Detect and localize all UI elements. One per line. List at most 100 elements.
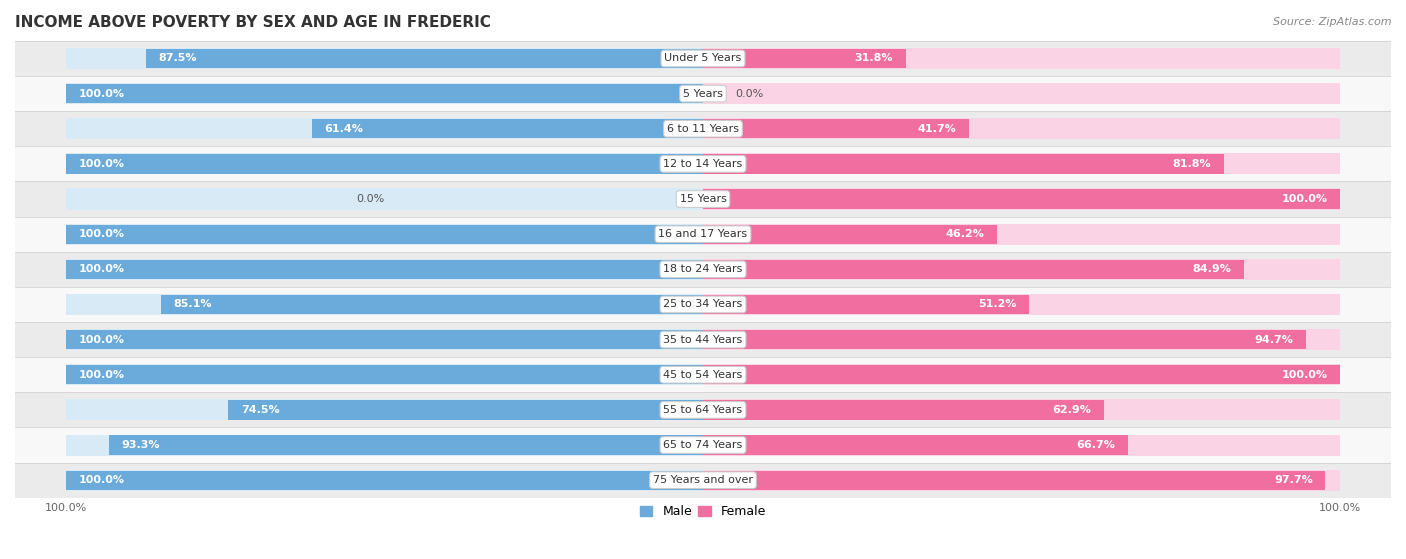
Bar xyxy=(703,260,1244,279)
Bar xyxy=(703,153,1340,174)
Text: 74.5%: 74.5% xyxy=(242,405,280,415)
Text: 5 Years: 5 Years xyxy=(683,89,723,98)
Text: 100.0%: 100.0% xyxy=(79,159,125,169)
Bar xyxy=(703,48,1340,69)
Bar xyxy=(66,399,703,420)
Text: 25 to 34 Years: 25 to 34 Years xyxy=(664,300,742,310)
Text: Source: ZipAtlas.com: Source: ZipAtlas.com xyxy=(1274,17,1392,27)
Text: 6 to 11 Years: 6 to 11 Years xyxy=(666,124,740,134)
Bar xyxy=(228,400,703,420)
Text: 65 to 74 Years: 65 to 74 Years xyxy=(664,440,742,450)
Bar xyxy=(703,329,1340,350)
Text: 16 and 17 Years: 16 and 17 Years xyxy=(658,229,748,239)
Bar xyxy=(703,365,1340,385)
Bar xyxy=(146,49,703,68)
Bar xyxy=(66,470,703,491)
Bar xyxy=(15,322,1391,357)
Bar xyxy=(703,435,1128,454)
Text: 41.7%: 41.7% xyxy=(917,124,956,134)
Text: 55 to 64 Years: 55 to 64 Years xyxy=(664,405,742,415)
Text: 97.7%: 97.7% xyxy=(1274,475,1313,485)
Bar xyxy=(160,295,703,314)
Text: 100.0%: 100.0% xyxy=(79,264,125,274)
Bar xyxy=(15,287,1391,322)
Text: 0.0%: 0.0% xyxy=(735,89,763,98)
Text: 0.0%: 0.0% xyxy=(356,194,384,204)
Bar xyxy=(703,119,969,139)
Bar xyxy=(703,154,1225,173)
Bar xyxy=(703,225,997,244)
Text: 94.7%: 94.7% xyxy=(1254,335,1294,344)
Text: 51.2%: 51.2% xyxy=(979,300,1017,310)
Text: 100.0%: 100.0% xyxy=(1281,194,1327,204)
Bar xyxy=(703,83,1340,104)
Bar xyxy=(66,259,703,280)
Bar xyxy=(66,188,703,210)
Legend: Male, Female: Male, Female xyxy=(636,500,770,523)
Text: INCOME ABOVE POVERTY BY SEX AND AGE IN FREDERIC: INCOME ABOVE POVERTY BY SEX AND AGE IN F… xyxy=(15,15,491,30)
Text: 15 Years: 15 Years xyxy=(679,194,727,204)
Text: Under 5 Years: Under 5 Years xyxy=(665,54,741,64)
Bar xyxy=(66,329,703,350)
Bar xyxy=(703,330,1306,349)
Text: 100.0%: 100.0% xyxy=(79,229,125,239)
Bar xyxy=(66,365,703,385)
Bar xyxy=(66,84,703,103)
Bar xyxy=(703,188,1340,210)
Text: 61.4%: 61.4% xyxy=(325,124,364,134)
Bar xyxy=(66,48,703,69)
Bar xyxy=(703,364,1340,385)
Bar xyxy=(703,190,1340,209)
Text: 100.0%: 100.0% xyxy=(79,475,125,485)
Bar xyxy=(15,76,1391,111)
Bar xyxy=(66,225,703,244)
Text: 100.0%: 100.0% xyxy=(79,335,125,344)
Bar xyxy=(15,182,1391,216)
Text: 31.8%: 31.8% xyxy=(855,54,893,64)
Bar xyxy=(312,119,703,139)
Text: 66.7%: 66.7% xyxy=(1076,440,1115,450)
Bar xyxy=(15,111,1391,146)
Bar xyxy=(703,259,1340,280)
Text: 93.3%: 93.3% xyxy=(121,440,160,450)
Bar xyxy=(703,399,1340,420)
Text: 46.2%: 46.2% xyxy=(946,229,984,239)
Bar xyxy=(703,434,1340,456)
Bar xyxy=(703,49,905,68)
Bar xyxy=(15,428,1391,463)
Bar xyxy=(66,330,703,349)
Text: 84.9%: 84.9% xyxy=(1192,264,1232,274)
Bar xyxy=(66,153,703,174)
Bar xyxy=(66,154,703,173)
Text: 35 to 44 Years: 35 to 44 Years xyxy=(664,335,742,344)
Bar xyxy=(703,294,1340,315)
Text: 85.1%: 85.1% xyxy=(173,300,212,310)
Bar xyxy=(15,41,1391,76)
Text: 100.0%: 100.0% xyxy=(79,369,125,380)
Bar xyxy=(66,364,703,385)
Bar xyxy=(15,146,1391,182)
Bar xyxy=(15,216,1391,252)
Text: 45 to 54 Years: 45 to 54 Years xyxy=(664,369,742,380)
Bar xyxy=(703,224,1340,245)
Bar xyxy=(703,470,1340,491)
Bar xyxy=(15,357,1391,392)
Bar xyxy=(703,471,1326,490)
Bar xyxy=(703,400,1104,420)
Text: 81.8%: 81.8% xyxy=(1173,159,1212,169)
Bar xyxy=(66,260,703,279)
Text: 62.9%: 62.9% xyxy=(1052,405,1091,415)
Text: 87.5%: 87.5% xyxy=(159,54,197,64)
Bar xyxy=(66,224,703,245)
Text: 100.0%: 100.0% xyxy=(79,89,125,98)
Text: 18 to 24 Years: 18 to 24 Years xyxy=(664,264,742,274)
Bar xyxy=(15,252,1391,287)
Text: 100.0%: 100.0% xyxy=(1281,369,1327,380)
Bar xyxy=(108,435,703,454)
Text: 75 Years and over: 75 Years and over xyxy=(652,475,754,485)
Bar xyxy=(66,118,703,139)
Bar xyxy=(15,392,1391,428)
Bar xyxy=(66,294,703,315)
Text: 12 to 14 Years: 12 to 14 Years xyxy=(664,159,742,169)
Bar xyxy=(66,83,703,104)
